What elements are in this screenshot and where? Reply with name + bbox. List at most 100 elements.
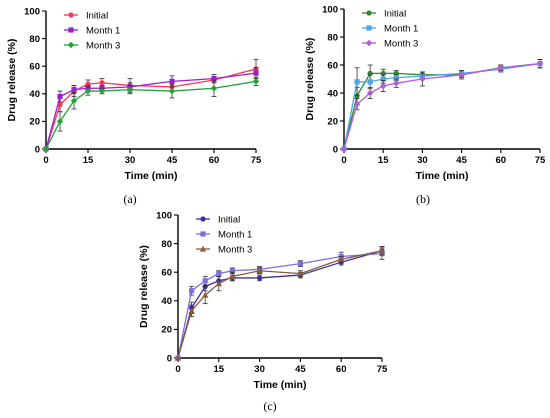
- x-tick-label: 30: [417, 155, 428, 166]
- x-tick-label: 75: [251, 155, 262, 166]
- series-line: [177, 252, 383, 359]
- y-tick-label: 100: [24, 6, 40, 17]
- legend-marker: [365, 39, 373, 47]
- data-point: [70, 97, 78, 104]
- legend: Initial Month 1 Month 3: [196, 214, 252, 255]
- legend-marker: [67, 41, 75, 49]
- legend-label: Initial: [218, 214, 240, 225]
- legend-label: Month 1: [384, 23, 418, 34]
- data-point: [380, 82, 387, 90]
- legend-marker: [200, 231, 206, 237]
- x-tick-label: 0: [175, 364, 180, 375]
- y-tick-label: 80: [327, 32, 338, 43]
- y-tick-label: 60: [161, 268, 172, 279]
- data-point: [84, 87, 92, 95]
- data-point: [210, 85, 218, 92]
- data-point: [256, 267, 263, 274]
- x-tick-label: 60: [209, 155, 220, 166]
- y-tick-label: 80: [29, 34, 40, 45]
- y-tick-label: 40: [161, 296, 172, 307]
- y-axis-title: Drug release (%): [6, 39, 18, 122]
- data-point: [353, 101, 361, 108]
- data-point: [393, 75, 399, 81]
- data-point: [253, 70, 259, 76]
- y-tick-label: 100: [156, 210, 172, 221]
- x-tick-label: 45: [456, 155, 467, 166]
- data-point: [367, 79, 373, 85]
- data-point: [71, 87, 77, 93]
- data-point: [202, 278, 208, 284]
- panel-label: (c): [263, 399, 276, 413]
- legend-label: Initial: [86, 10, 108, 21]
- y-tick-label: 80: [161, 239, 172, 250]
- data-point: [229, 273, 236, 280]
- data-point: [380, 76, 386, 82]
- x-tick-label: 30: [254, 364, 265, 375]
- x-axis-title: Time (min): [254, 379, 307, 391]
- x-tick-label: 60: [336, 364, 347, 375]
- chart-panel-1: 0 20 40 60 80 100 0 15 30 45 60 75 Time (min) Drug re…: [6, 6, 262, 206]
- chart-panel-2: 0 20 40 60 80 100 0 15 30 45 60 75 Time (min) Drug re…: [304, 4, 546, 206]
- data-point: [216, 271, 222, 277]
- legend-label: Month 3: [218, 244, 252, 255]
- data-point: [257, 275, 263, 281]
- legend: Initial Month 1 Month 3: [362, 8, 418, 49]
- series-3: [42, 76, 260, 153]
- x-tick-label: 0: [43, 155, 48, 166]
- legend-label: Month 3: [86, 40, 120, 51]
- legend-marker: [68, 27, 74, 33]
- data-point: [188, 307, 195, 314]
- data-point: [168, 87, 176, 95]
- legend-label: Month 1: [218, 229, 252, 240]
- data-point: [98, 87, 106, 95]
- series-line: [343, 62, 541, 150]
- y-tick-label: 40: [29, 89, 40, 100]
- x-tick-label: 45: [167, 155, 178, 166]
- series-2: [43, 67, 259, 152]
- data-point: [393, 80, 400, 87]
- x-axis-title: Time (min): [416, 170, 469, 182]
- y-tick-label: 40: [327, 88, 338, 99]
- x-tick-label: 0: [341, 155, 346, 166]
- data-point: [126, 86, 134, 93]
- data-point: [211, 76, 217, 82]
- legend-marker: [68, 12, 74, 18]
- legend-label: Month 1: [86, 25, 120, 36]
- data-point: [174, 354, 182, 361]
- series-1: [43, 58, 259, 152]
- y-tick-label: 60: [29, 62, 40, 73]
- x-axis-title: Time (min): [125, 170, 178, 182]
- legend: Initial Month 1 Month 3: [64, 10, 120, 51]
- series-3: [174, 246, 386, 361]
- series-3: [340, 59, 544, 153]
- x-tick-label: 15: [83, 155, 94, 166]
- data-point: [42, 145, 50, 153]
- y-tick-label: 20: [327, 116, 338, 127]
- data-point: [99, 80, 105, 86]
- series-line: [45, 80, 257, 150]
- legend-marker: [366, 10, 372, 16]
- data-point: [354, 79, 360, 85]
- panel-label: (a): [123, 192, 136, 206]
- x-tick-label: 45: [295, 364, 306, 375]
- y-tick-label: 0: [35, 144, 40, 155]
- data-point: [215, 280, 222, 287]
- y-axis-title: Drug release (%): [304, 38, 316, 121]
- data-point: [419, 75, 426, 83]
- data-point: [229, 268, 235, 274]
- y-axis-title: Drug release (%): [138, 245, 150, 328]
- series-2: [175, 247, 385, 361]
- legend-label: Initial: [384, 8, 406, 19]
- legend-marker: [200, 216, 206, 222]
- y-tick-label: 60: [327, 60, 338, 71]
- y-tick-label: 20: [161, 325, 172, 336]
- x-tick-label: 15: [214, 364, 225, 375]
- x-tick-label: 60: [496, 155, 507, 166]
- series-1: [341, 59, 543, 152]
- x-tick-label: 15: [378, 155, 389, 166]
- data-point: [252, 78, 260, 85]
- series-line: [45, 68, 257, 150]
- data-point: [169, 78, 175, 84]
- data-point: [338, 256, 345, 262]
